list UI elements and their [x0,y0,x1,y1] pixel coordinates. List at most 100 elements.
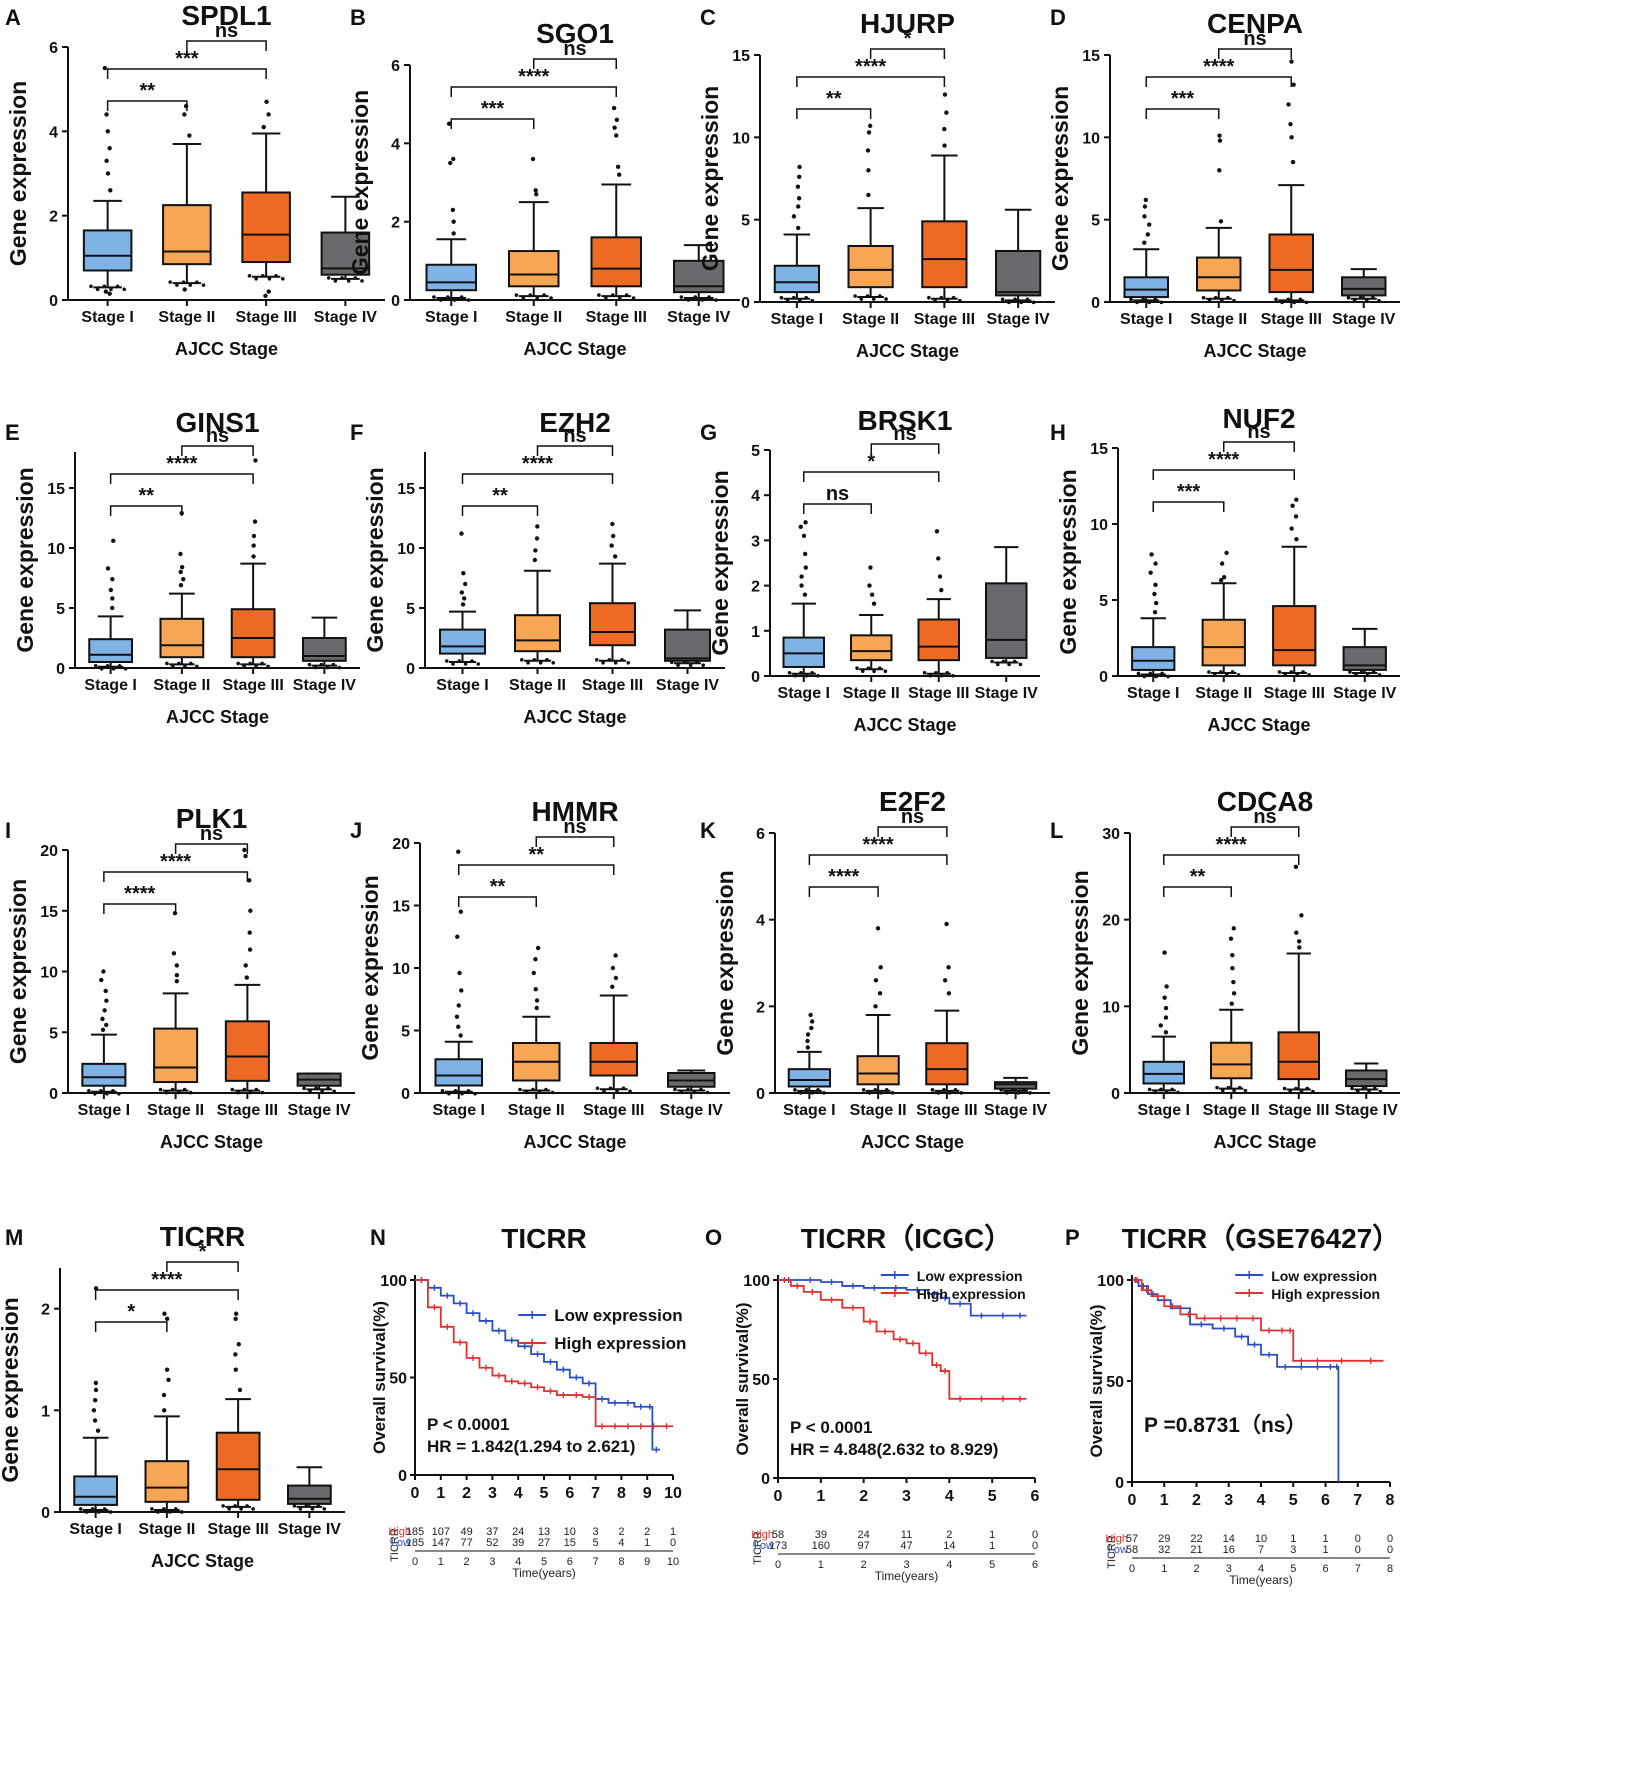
outlier-point [549,296,553,300]
outlier-point [1232,1089,1236,1093]
outlier-point [171,1088,175,1092]
outlier-point [1231,670,1235,674]
outlier-point [451,231,455,235]
box-3 [226,1021,269,1081]
x-tick-label: Stage III [222,677,283,694]
outlier-point [162,1507,166,1511]
outlier-point [293,1504,297,1508]
outlier-point [112,667,116,671]
risk-table-time-tick: 2 [1193,1563,1199,1575]
outlier-point [616,165,620,169]
outlier-point [873,1004,877,1008]
legend-label: Low expression [554,1306,682,1325]
risk-table-time-tick: 9 [644,1556,650,1568]
outlier-point [1289,526,1293,530]
legend-label: High expression [1271,1286,1380,1302]
outlier-point [460,1092,464,1096]
outlier-point [181,577,185,581]
outlier-point [1354,673,1358,677]
outlier-point [855,666,859,670]
risk-table-value: 52 [486,1537,498,1549]
risk-table-xlabel: Time(years) [512,1566,576,1580]
panel-c: C HJURP051015Gene expressionStage I Stage … [697,5,1055,361]
x-tick-label: Stage III [583,1102,644,1119]
outlier-point [1148,570,1152,574]
outlier-point [1142,241,1146,245]
outlier-point [242,848,246,852]
risk-table-time-tick: 1 [818,1559,824,1571]
significance-label: *** [1177,481,1201,503]
outlier-point [93,1092,97,1096]
outlier-point [1350,1087,1354,1091]
box-3 [922,221,966,287]
outlier-point [248,947,252,951]
outlier-point [1291,82,1295,86]
outlier-point [1294,497,1298,501]
outlier-point [948,1091,952,1095]
outlier-point [195,665,199,669]
outlier-point [104,1023,108,1027]
outlier-point [866,148,870,152]
outlier-point [456,1025,460,1029]
outlier-point [326,1087,330,1091]
y-axis-label: Gene expression [12,467,38,652]
risk-table-value: 185 [406,1537,424,1549]
outlier-point [923,671,927,675]
x-tick-label: 4 [514,1485,523,1502]
y-tick-label: 0 [391,293,400,310]
panel-f: F EZH2051015Gene expressionStage I Stage I… [350,407,725,727]
x-tick-label: Stage III [207,1521,268,1538]
outlier-point [233,1352,237,1356]
outlier-point [1286,298,1290,302]
y-tick-label: 4 [756,913,765,930]
x-tick-label: 2 [1192,1492,1201,1509]
outlier-point [934,671,938,675]
outlier-point [458,659,462,663]
outlier-point [803,552,807,556]
outlier-point [308,1090,312,1094]
outlier-point [183,1088,187,1092]
outlier-point [700,298,704,302]
significance-bracket [1164,855,1299,865]
outlier-point [1159,1088,1163,1092]
x-tick-label: Stage II [158,309,215,326]
outlier-point [253,519,257,523]
outlier-point [108,188,112,192]
outlier-point [354,276,358,280]
outlier-point [866,294,870,298]
outlier-point [614,976,618,980]
outlier-point [91,1507,95,1511]
outlier-point [609,1086,613,1090]
outlier-point [162,1408,166,1412]
outlier-point [1232,926,1236,930]
outlier-point [868,565,872,569]
y-tick-label: 4 [391,136,400,153]
y-tick-label: 5 [49,1025,58,1042]
outlier-point [1032,301,1036,305]
outlier-point [933,299,937,303]
outlier-point [1219,670,1223,674]
x-tick-label: 0 [774,1488,783,1505]
outlier-point [1152,592,1156,596]
outlier-point [608,658,612,662]
significance-label: ns [563,425,586,447]
outlier-point [106,171,110,175]
outlier-point [105,1092,109,1096]
outlier-point [796,204,800,208]
outlier-point [1230,1002,1234,1006]
risk-table-value: 14 [943,1540,955,1552]
outlier-point [458,1033,462,1037]
outlier-point [780,296,784,300]
outlier-point [610,522,614,526]
x-axis-label: AJCC Stage [160,1132,263,1152]
outlier-point [931,1088,935,1092]
outlier-point [528,293,532,297]
y-axis-label: Overall survival(%) [370,1301,389,1454]
outlier-point [526,661,530,665]
outlier-point [706,1091,710,1095]
outlier-point [1142,214,1146,218]
outlier-point [281,277,285,281]
outlier-point [614,133,618,137]
x-tick-label: Stage III [914,311,975,328]
outlier-point [1164,1006,1168,1010]
